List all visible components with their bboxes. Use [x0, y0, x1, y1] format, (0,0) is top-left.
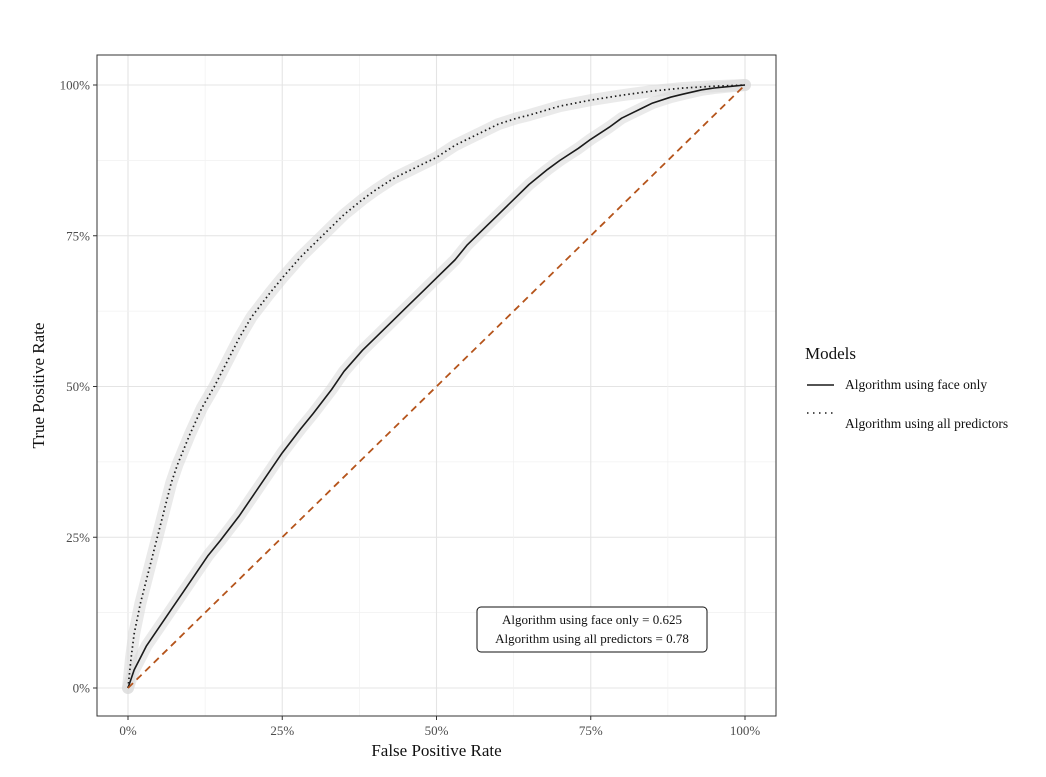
- auc-face-only: Algorithm using face only = 0.625: [502, 612, 682, 627]
- x-tick-label: 0%: [119, 723, 137, 738]
- y-tick-label: 75%: [66, 228, 90, 243]
- legend: Models Algorithm using face only Algorit…: [805, 344, 1008, 431]
- series-lines: [127, 84, 746, 689]
- legend-label-face-only: Algorithm using face only: [845, 377, 987, 392]
- x-tick-label: 50%: [425, 723, 449, 738]
- y-tick-label: 25%: [66, 530, 90, 545]
- y-tick-label: 50%: [66, 379, 90, 394]
- auc-annotation-box: [476, 606, 708, 653]
- grid-lines: [97, 55, 776, 716]
- y-tick-label: 0%: [73, 681, 91, 696]
- series-line-all-predictors: [127, 84, 746, 689]
- series-line-face-only: [127, 84, 746, 689]
- axes: 0% 25% 50% 75% 100% 0% 25% 50% 75% 100%: [60, 78, 761, 739]
- legend-label-all-predictors: Algorithm using all predictors: [845, 416, 1008, 431]
- x-tick-label: 75%: [579, 723, 603, 738]
- legend-title: Models: [805, 344, 856, 363]
- y-axis-title: True Positive Rate: [29, 323, 48, 449]
- x-tick-label: 100%: [730, 723, 761, 738]
- auc-annotation: Algorithm using face only = 0.625 Algori…: [476, 606, 708, 653]
- x-tick-label: 25%: [270, 723, 294, 738]
- x-axis-title: False Positive Rate: [371, 741, 501, 760]
- auc-all-predictors: Algorithm using all predictors = 0.78: [495, 631, 689, 646]
- y-tick-label: 100%: [60, 78, 91, 93]
